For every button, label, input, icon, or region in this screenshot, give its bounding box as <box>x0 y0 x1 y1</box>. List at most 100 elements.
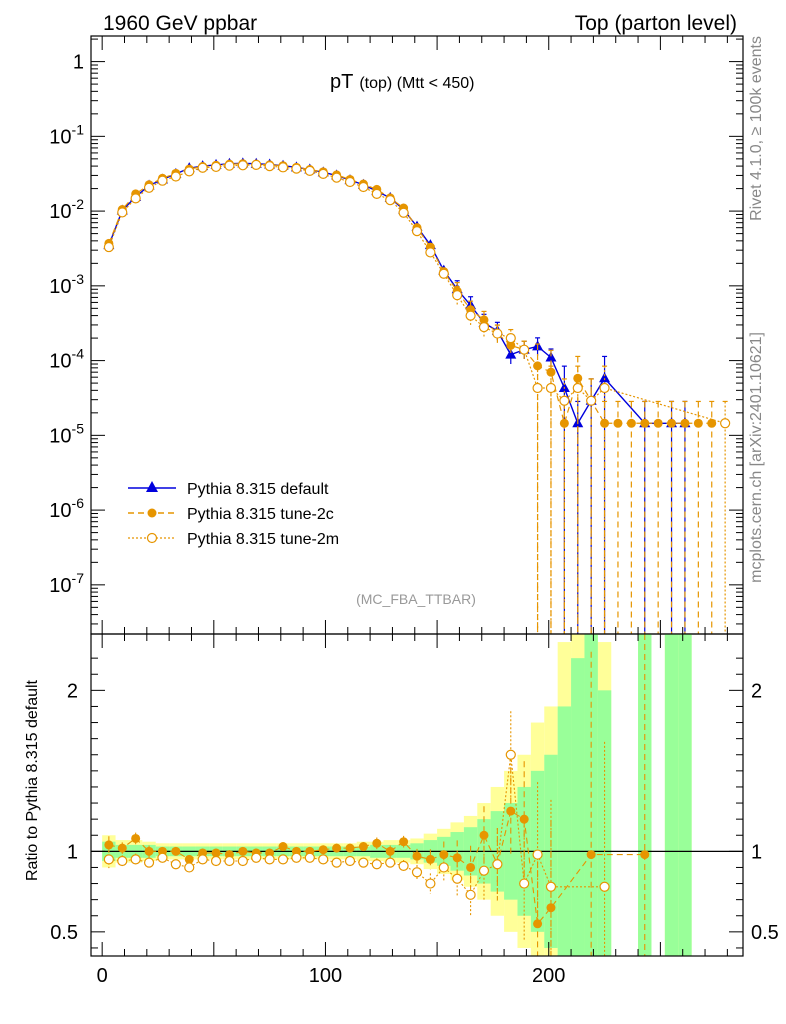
ratio-point-tune2m <box>117 855 128 867</box>
ratio-point-tune2c <box>399 837 409 847</box>
ratio-point-tune2c <box>519 814 529 824</box>
ratio-point-tune2m <box>599 881 610 892</box>
ratio-point-tune2c <box>131 833 141 843</box>
ratio-point-tune2c <box>332 843 342 853</box>
ratio-point-tune2c <box>104 840 114 850</box>
data-point-tune2m <box>170 171 181 182</box>
data-point-tune2c <box>626 418 636 428</box>
legend-label-tune2m: Pythia 8.315 tune-2m <box>187 531 339 548</box>
data-point-tune2m <box>572 382 583 394</box>
ratio-axes: 0 100 200 0.5 0.5 1 1 2 2 <box>50 634 779 987</box>
data-point-tune2m <box>291 163 302 174</box>
ratio-point-tune2c <box>211 848 221 858</box>
legend-marker-default <box>146 481 158 492</box>
data-point-tune2m <box>197 162 208 173</box>
ratio-point-tune2c <box>238 846 248 856</box>
ratio-point-tune2c <box>358 842 368 852</box>
series-line <box>108 164 726 424</box>
ratio-point-tune2m <box>398 860 409 871</box>
data-point-tune2c <box>506 340 516 350</box>
ratio-bands <box>102 634 692 956</box>
main-axes: 110-110-210-310-410-510-610-7 <box>49 36 743 634</box>
series-line <box>108 163 712 426</box>
y-tick-base: 10 <box>49 425 71 447</box>
series-1 <box>104 159 717 634</box>
y-tick-exponent: -7 <box>72 570 85 586</box>
ratio-point-tune2m <box>237 855 248 867</box>
header-right: Top (parton level) <box>575 12 737 35</box>
data-point-tune2m <box>720 418 731 429</box>
ratio-y-tick-label: 1 <box>67 841 78 863</box>
series-0 <box>103 157 691 634</box>
data-point-tune2m <box>264 160 275 172</box>
y-tick-label: 1 <box>73 52 84 74</box>
ratio-point-tune2m <box>184 862 195 873</box>
mcplots-label: mcplots.cern.ch [arXiv:2401.10621] <box>748 332 765 583</box>
y-tick-base: 10 <box>49 201 71 223</box>
ratio-point-tune2c <box>452 853 462 863</box>
ratio-point-tune2m <box>197 854 208 865</box>
data-point-tune2m <box>559 395 570 406</box>
ratio-series-layer <box>91 634 743 956</box>
ratio-point-tune2m <box>425 878 436 889</box>
data-point-tune2m <box>492 328 503 339</box>
rivet-label: Rivet 4.1.0, ≥ 100k events <box>748 36 765 221</box>
ratio-point-tune2m <box>411 867 423 878</box>
data-point-tune2m <box>371 188 382 199</box>
data-point-tune2c <box>680 418 690 428</box>
y-tick-exponent: -6 <box>72 495 85 511</box>
data-point-tune2c <box>546 367 556 377</box>
ratio-point-tune2c <box>546 903 556 913</box>
ratio-point-tune2m <box>358 857 369 868</box>
ratio-point-tune2m <box>264 854 275 865</box>
ratio-point-tune2m <box>304 852 315 863</box>
data-point-tune2m <box>210 161 222 173</box>
ratio-point-tune2c <box>586 850 596 860</box>
data-point-tune2c <box>640 418 650 428</box>
ratio-point-tune2m <box>210 855 222 867</box>
y-tick-exponent: -3 <box>72 271 85 287</box>
x-tick-label: 100 <box>309 965 342 987</box>
ratio-point-tune2c <box>345 843 355 853</box>
ratio-point-tune2m <box>251 852 262 863</box>
ratio-point-tune2m <box>505 749 516 760</box>
series-2 <box>103 159 731 634</box>
data-point-tune2m <box>425 247 436 258</box>
y-tick-base: 10 <box>49 276 71 298</box>
ratio-point-tune2c <box>117 843 127 853</box>
ratio-plot-frame <box>90 633 744 957</box>
ratio-y-tick-label-right: 0.5 <box>751 922 779 944</box>
ratio-point-tune2c <box>466 862 476 872</box>
y-tick-label: 10-3 <box>49 271 84 298</box>
data-point-tune2m <box>318 168 329 179</box>
data-point-default <box>545 351 557 362</box>
plot-title: pT (top) (Mtt < 450) <box>330 71 475 93</box>
ratio-point-tune2m <box>291 852 302 863</box>
ratio-point-tune2c <box>278 842 288 852</box>
ratio-point-tune2m <box>478 865 490 876</box>
data-point-tune2c <box>613 418 623 428</box>
data-point-tune2m <box>385 195 396 206</box>
main-series-layer <box>103 157 731 634</box>
data-point-tune2m <box>519 344 530 355</box>
legend-marker-tune2m <box>146 532 158 544</box>
analysis-tag: (MC_FBA_TTBAR) <box>356 591 476 607</box>
ratio-point-tune2m <box>143 857 155 868</box>
ratio-point-tune2m <box>438 862 449 873</box>
ratio-point-tune2c <box>506 806 516 816</box>
y-tick-label: 10-2 <box>49 196 84 223</box>
data-point-tune2m <box>251 159 262 170</box>
data-point-tune2m <box>398 207 409 218</box>
y-tick-label: 10-6 <box>49 495 84 522</box>
legend-label-tune2c: Pythia 8.315 tune-2c <box>187 506 334 523</box>
y-tick-base: 10 <box>49 126 71 148</box>
data-point-default <box>599 372 611 383</box>
y-tick-label: 10-4 <box>49 346 84 373</box>
y-tick-label: 10-7 <box>49 570 84 597</box>
y-tick-exponent: -4 <box>72 346 85 362</box>
band-inner <box>678 634 692 956</box>
ratio-y-tick-label-right: 1 <box>751 841 762 863</box>
ratio-point-tune2m <box>465 889 476 900</box>
data-point-tune2c <box>653 418 663 428</box>
